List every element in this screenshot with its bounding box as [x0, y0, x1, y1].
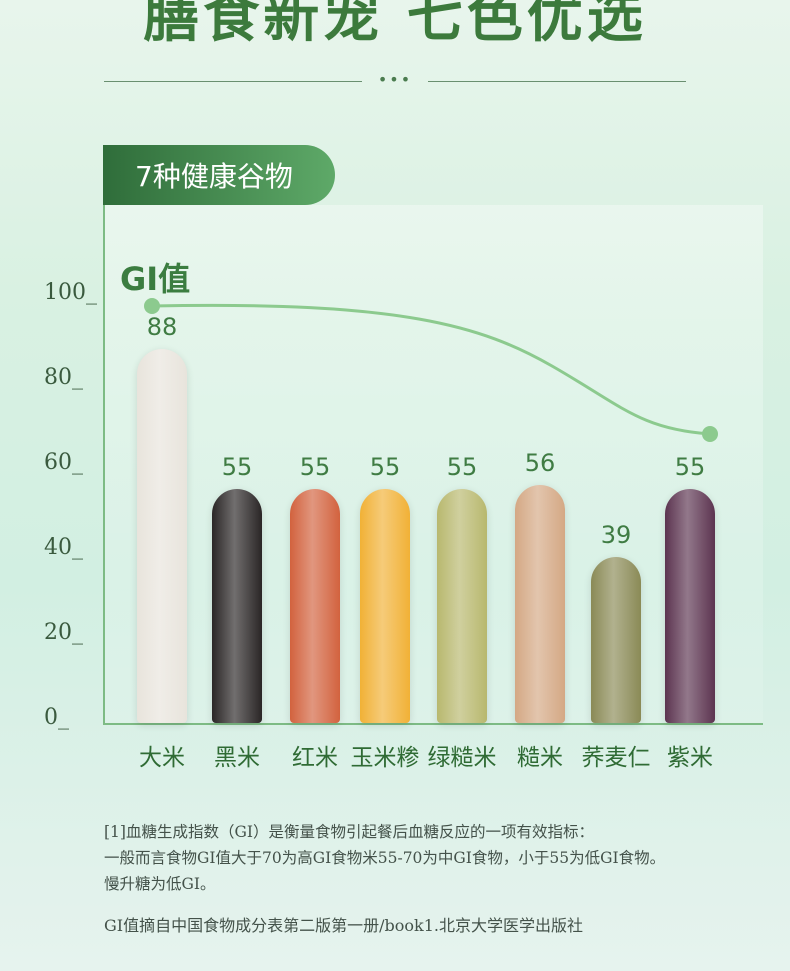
note-line-2: 一般而言食物GI值大于70为高GI食物米55-70为中GI食物，小于55为低GI… — [104, 849, 666, 867]
y-tick-label: 0_ — [44, 705, 69, 730]
bar — [212, 489, 262, 723]
bar-value-label: 55 — [446, 453, 478, 482]
page-headline: 膳食新宠 七色优选 — [143, 0, 647, 50]
divider-left — [104, 81, 362, 82]
source-citation: GI值摘自中国食物成分表第二版第一册/book1.北京大学医学出版社 — [104, 916, 583, 935]
y-tick-label: 100_ — [44, 280, 97, 305]
y-tick-label: 60_ — [44, 450, 83, 475]
bar-value-label: 39 — [600, 521, 632, 550]
bar — [437, 489, 487, 723]
category-label: 紫米 — [667, 745, 713, 771]
bar-value-label: 56 — [524, 449, 556, 477]
y-tick-label: 20_ — [44, 620, 83, 645]
x-axis-line — [103, 723, 763, 725]
category-label: 大米 — [139, 745, 185, 771]
bar-value-label: 88 — [146, 313, 178, 341]
trend-point — [702, 426, 718, 442]
category-label: 黑米 — [214, 745, 260, 771]
note-line-1: [1]血糖生成指数（GI）是衡量食物引起餐后血糖反应的一项有效指标： — [104, 823, 594, 841]
divider-dots: ••• — [377, 70, 413, 89]
category-label: 绿糙米 — [427, 745, 497, 771]
bar — [137, 349, 187, 723]
bar-value-label: 55 — [674, 453, 706, 482]
divider-right — [428, 81, 686, 82]
bar — [515, 485, 565, 723]
bar-value-label: 55 — [221, 453, 253, 482]
bar — [290, 489, 340, 723]
bar-value-label: 55 — [369, 453, 401, 482]
bar-value-label: 55 — [299, 453, 331, 482]
trend-line — [151, 303, 711, 436]
y-tick-label: 80_ — [44, 365, 83, 390]
bar — [591, 557, 641, 723]
category-label: 糙米 — [517, 745, 563, 771]
chart-title: GI值 — [120, 260, 191, 298]
bar — [665, 489, 715, 723]
section-pill: 7种健康谷物 — [103, 145, 335, 205]
category-label: 玉米糁 — [350, 745, 420, 771]
trend-point — [144, 298, 160, 314]
y-tick-label: 40_ — [44, 535, 83, 560]
section-pill-label: 7种健康谷物 — [135, 160, 293, 193]
note-line-3: 慢升糖为低GI。 — [104, 875, 216, 893]
category-label: 荞麦仁 — [581, 745, 651, 771]
bar — [360, 489, 410, 723]
category-label: 红米 — [292, 745, 338, 771]
